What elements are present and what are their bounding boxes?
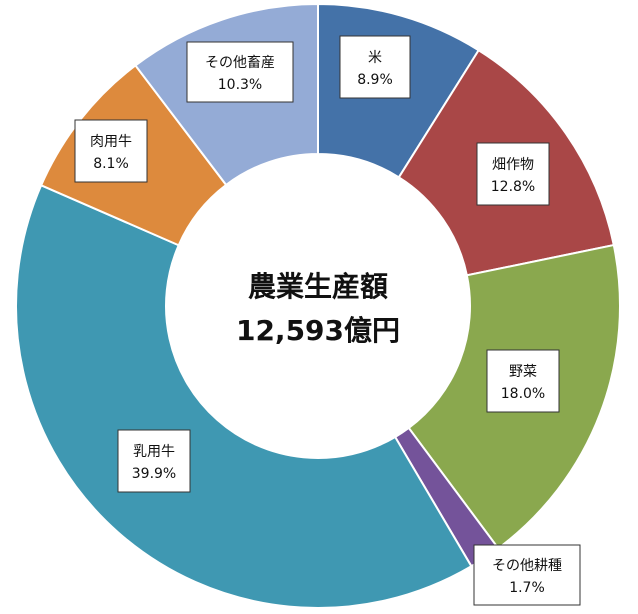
slice-label-3: その他耕種 1.7% [473, 544, 581, 606]
label-box [473, 544, 581, 606]
slice-name: 米 [368, 50, 382, 66]
center-value: 12,593億円 [236, 314, 400, 347]
slice-label-2: 野菜 18.0% [486, 349, 560, 413]
slice-4 [15, 183, 473, 609]
slice-label-5: 肉用牛 8.1% [74, 119, 148, 183]
slice-value: 1.7% [509, 580, 545, 596]
label-box [486, 349, 560, 413]
slice-value: 12.8% [491, 179, 535, 195]
slice-name: 乳用牛 [133, 444, 175, 460]
slice-name: 肉用牛 [90, 134, 132, 150]
slice-value: 8.1% [93, 156, 129, 172]
label-box [476, 142, 550, 206]
labels-layer: 米 8.9% 畑作物 12.8% 野菜 18.0% その他耕種 1.7% 乳用牛 39.9% 肉用牛… [74, 35, 581, 606]
slice-name: その他畜産 [205, 55, 275, 71]
label-box [117, 429, 191, 493]
slice-value: 10.3% [218, 77, 262, 93]
slice-value: 8.9% [357, 72, 393, 88]
slice-label-6: その他畜産 10.3% [186, 41, 294, 103]
center-label: 農業生産額 12,593億円 [236, 270, 400, 347]
slice-label-1: 畑作物 12.8% [476, 142, 550, 206]
label-box [339, 35, 411, 99]
slice-value: 39.9% [132, 466, 176, 482]
slice-value: 18.0% [501, 386, 545, 402]
slice-label-0: 米 8.9% [339, 35, 411, 99]
label-box [186, 41, 294, 103]
center-title: 農業生産額 [248, 270, 388, 303]
label-box [74, 119, 148, 183]
slice-label-4: 乳用牛 39.9% [117, 429, 191, 493]
slice-name: その他耕種 [492, 557, 562, 574]
slice-name: 畑作物 [492, 157, 534, 173]
slices-layer [15, 2, 621, 609]
slice-name: 野菜 [509, 364, 537, 380]
